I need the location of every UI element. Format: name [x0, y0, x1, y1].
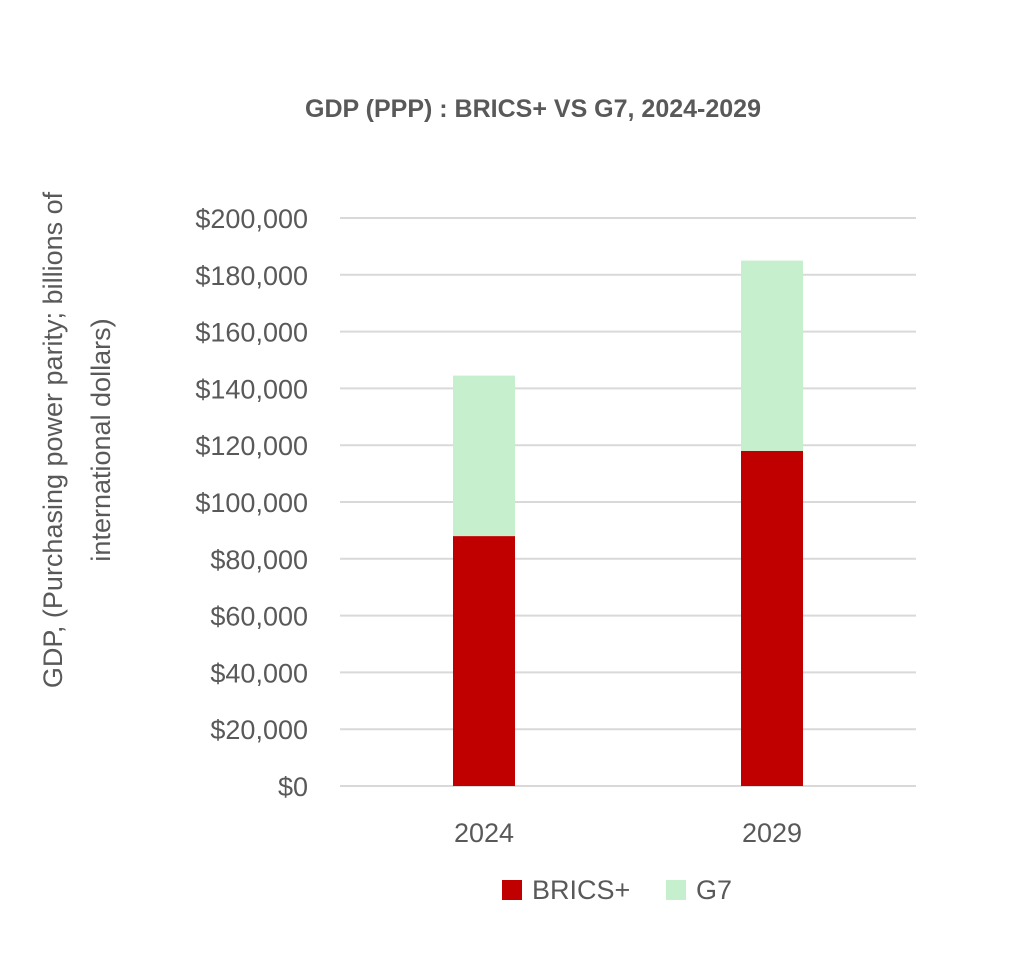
y-tick-label: $60,000	[210, 602, 308, 632]
chart-title: GDP (PPP) : BRICS+ VS G7, 2024-2029	[305, 95, 761, 123]
y-axis-title-line-2: international dollars)	[86, 318, 116, 561]
legend-swatch	[502, 880, 522, 900]
gridlines	[340, 217, 916, 787]
legend-label: G7	[696, 875, 732, 905]
x-tick-label: 2024	[454, 818, 514, 848]
y-tick-label: $200,000	[195, 204, 308, 234]
y-axis-title: GDP, (Purchasing power parity; billions …	[38, 191, 116, 688]
y-tick-label: $0	[278, 772, 308, 802]
y-tick-label: $80,000	[210, 545, 308, 575]
y-tick-label: $140,000	[195, 374, 308, 404]
legend-label: BRICS+	[532, 875, 630, 905]
y-tick-label: $100,000	[195, 488, 308, 518]
y-tick-label: $160,000	[195, 318, 308, 348]
bars	[453, 260, 803, 786]
bar-brics-2024	[453, 536, 515, 786]
legend-item-g7: G7	[666, 875, 732, 905]
y-tick-label: $180,000	[195, 261, 308, 291]
bar-g7-2029	[741, 260, 803, 451]
x-axis-ticks: 2024 2029	[454, 818, 802, 848]
legend-item-brics: BRICS+	[502, 875, 630, 905]
y-tick-label: $40,000	[210, 658, 308, 688]
y-tick-label: $20,000	[210, 715, 308, 745]
y-axis-title-line-1: GDP, (Purchasing power parity; billions …	[38, 191, 68, 688]
legend: BRICS+ G7	[502, 875, 732, 905]
legend-swatch	[666, 880, 686, 900]
y-axis-ticks: $0 $20,000 $40,000 $60,000 $80,000 $100,000 $1…	[195, 204, 308, 802]
bar-brics-2029	[741, 450, 803, 786]
x-tick-label: 2029	[742, 818, 802, 848]
bar-g7-2024	[453, 375, 515, 537]
y-tick-label: $120,000	[195, 431, 308, 461]
